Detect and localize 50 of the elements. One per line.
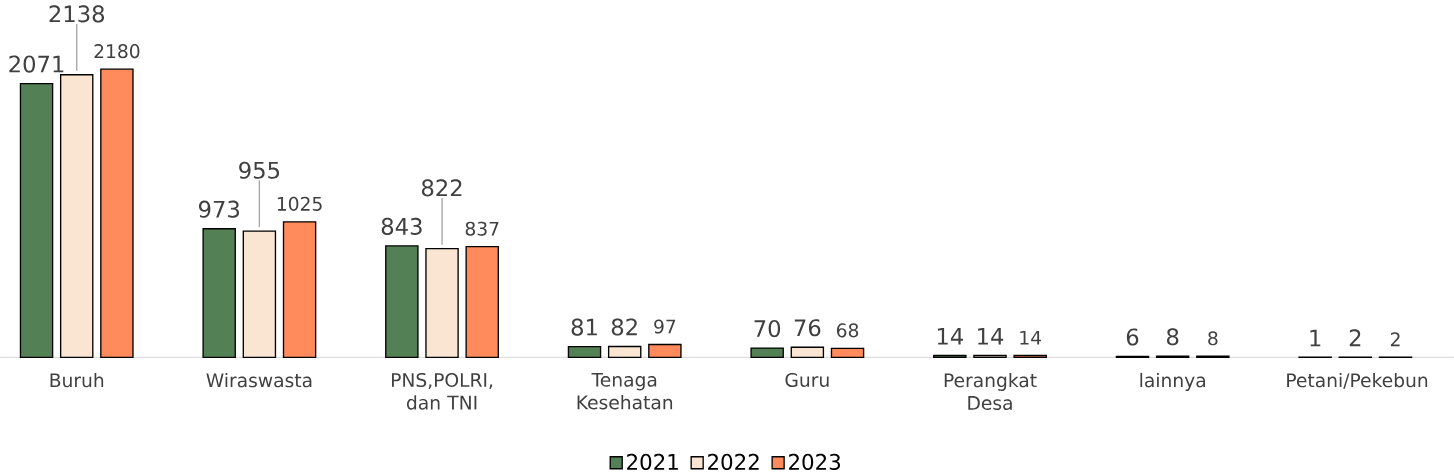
bar xyxy=(648,343,682,358)
data-label: 97 xyxy=(654,319,676,334)
x-tick-label: lainnya xyxy=(1140,372,1205,391)
bar xyxy=(242,230,277,358)
bar xyxy=(282,221,317,358)
x-tick-label: Tenaga Kesehatan xyxy=(577,372,673,410)
data-label: 81 xyxy=(571,318,597,336)
data-label: 2 xyxy=(1349,329,1361,346)
bar xyxy=(385,245,419,358)
bar xyxy=(425,247,459,358)
data-label: 76 xyxy=(794,319,821,337)
data-label: 955 xyxy=(239,161,280,179)
x-tick-label: Perangkat Desa xyxy=(944,372,1037,410)
legend-label: 2023 xyxy=(789,453,841,470)
x-tick-label: Wiraswasta xyxy=(206,372,312,388)
x-tick-label: PNS,POLRI, dan TNI xyxy=(392,372,493,410)
bar xyxy=(750,347,784,358)
data-label: 14 xyxy=(978,327,1004,345)
data-label: 822 xyxy=(421,179,462,197)
legend-label: 2021 xyxy=(627,453,678,470)
data-label: 6 xyxy=(1126,328,1139,346)
data-label: 2138 xyxy=(49,5,105,23)
bar xyxy=(790,346,825,358)
data-label: 14 xyxy=(1020,330,1042,345)
data-label: 8 xyxy=(1208,331,1218,346)
bar xyxy=(100,68,134,358)
data-label: 68 xyxy=(836,323,859,338)
bar xyxy=(607,345,642,358)
x-tick-label: Petani/Pekebun xyxy=(1287,372,1428,389)
data-label: 2180 xyxy=(94,43,140,59)
bar xyxy=(465,245,499,358)
data-label: 2 xyxy=(1390,332,1400,346)
bar xyxy=(19,82,54,358)
data-label: 8 xyxy=(1167,328,1179,346)
bar xyxy=(202,227,236,358)
data-label: 843 xyxy=(381,217,422,235)
data-label: 82 xyxy=(611,318,637,336)
bar xyxy=(830,347,865,358)
data-label: 14 xyxy=(937,327,963,345)
x-tick-label: Guru xyxy=(785,372,829,387)
data-label: 1025 xyxy=(277,196,322,211)
data-label: 837 xyxy=(465,221,499,236)
data-label: 1 xyxy=(1310,329,1321,347)
legend-label: 2022 xyxy=(708,453,759,470)
x-tick-label: Buruh xyxy=(50,372,104,388)
data-label: 2071 xyxy=(9,55,64,73)
data-label: 973 xyxy=(198,200,239,218)
data-label: 70 xyxy=(754,319,781,337)
bar xyxy=(567,345,602,358)
bar xyxy=(59,73,94,358)
